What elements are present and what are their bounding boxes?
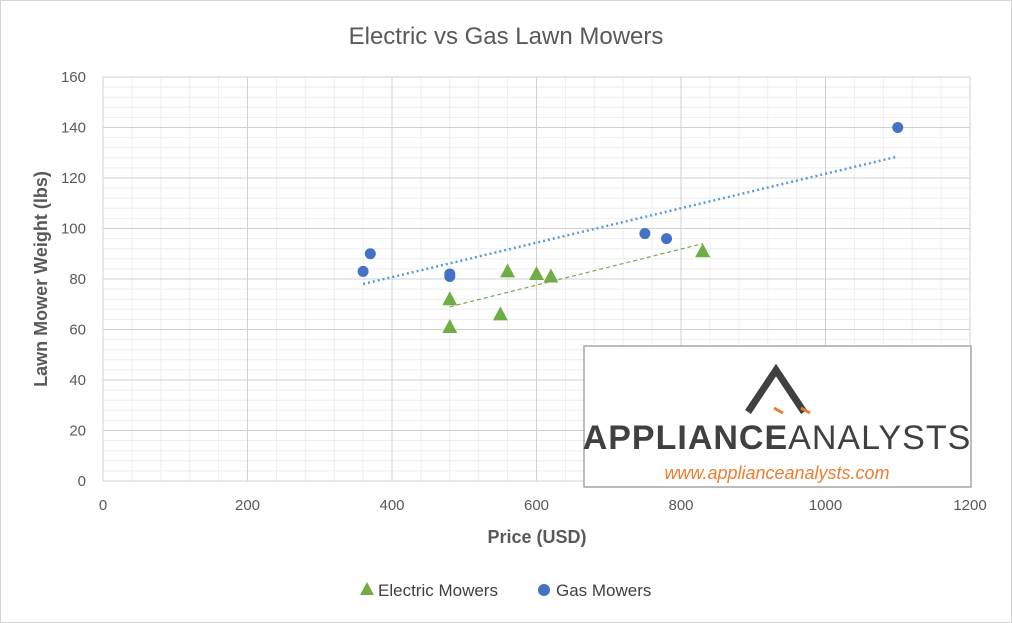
y-tick-label: 120 bbox=[61, 170, 86, 187]
x-tick-label: 200 bbox=[235, 497, 260, 514]
y-axis-label: Lawn Mower Weight (lbs) bbox=[31, 171, 51, 387]
x-tick-label: 400 bbox=[379, 497, 404, 514]
gas-point bbox=[364, 248, 376, 260]
gas-trendline bbox=[362, 155, 899, 286]
electric-point bbox=[529, 265, 544, 280]
x-tick-label: 1200 bbox=[953, 497, 986, 514]
x-tick-label: 600 bbox=[524, 497, 549, 514]
electric-point bbox=[543, 268, 559, 283]
y-tick-label: 100 bbox=[61, 221, 86, 238]
data-points bbox=[357, 122, 904, 333]
legend-marker-electric bbox=[360, 582, 374, 595]
gas-point bbox=[357, 265, 369, 277]
electric-point bbox=[442, 291, 458, 306]
y-tick-label: 80 bbox=[69, 271, 86, 288]
gas-point bbox=[661, 233, 673, 245]
y-tick-label: 0 bbox=[78, 473, 86, 490]
electric-point bbox=[442, 318, 458, 333]
trendlines bbox=[362, 155, 899, 308]
legend-marker-gas bbox=[538, 584, 550, 596]
x-tick-label: 0 bbox=[99, 497, 107, 514]
electric-point bbox=[492, 306, 508, 321]
chart-title: Electric vs Gas Lawn Mowers bbox=[349, 23, 664, 50]
y-tick-labels: 0 20 40 60 80 100 120 140 160 bbox=[61, 69, 86, 490]
y-tick-label: 60 bbox=[69, 322, 86, 339]
x-axis-label: Price (USD) bbox=[487, 527, 586, 547]
y-tick-label: 40 bbox=[69, 372, 86, 389]
y-tick-label: 140 bbox=[61, 120, 86, 137]
mountain-logo-icon bbox=[745, 363, 811, 415]
electric-point bbox=[500, 263, 516, 278]
legend: Electric Mowers Gas Mowers bbox=[360, 581, 651, 600]
gas-point bbox=[444, 270, 456, 282]
legend-label-gas: Gas Mowers bbox=[556, 581, 651, 600]
gas-point bbox=[639, 228, 651, 240]
watermark-box: APPLIANCEANALYSTS www.applianceanalysts.… bbox=[583, 345, 972, 488]
brand-name-bold: APPLIANCE bbox=[583, 419, 788, 457]
legend-label-electric: Electric Mowers bbox=[378, 581, 498, 600]
electric-trendline bbox=[449, 243, 703, 308]
brand-name: APPLIANCEANALYSTS bbox=[583, 419, 972, 457]
y-tick-label: 20 bbox=[69, 423, 86, 440]
gas-point bbox=[892, 122, 904, 133]
electric-point bbox=[695, 243, 711, 258]
brand-name-light: ANALYSTS bbox=[788, 419, 971, 457]
x-tick-labels: 0 200 400 600 800 1000 1200 bbox=[99, 497, 987, 514]
x-tick-label: 1000 bbox=[809, 497, 842, 514]
x-tick-label: 800 bbox=[668, 497, 693, 514]
brand-url: www.applianceanalysts.com bbox=[664, 463, 889, 483]
y-tick-label: 160 bbox=[61, 69, 86, 86]
